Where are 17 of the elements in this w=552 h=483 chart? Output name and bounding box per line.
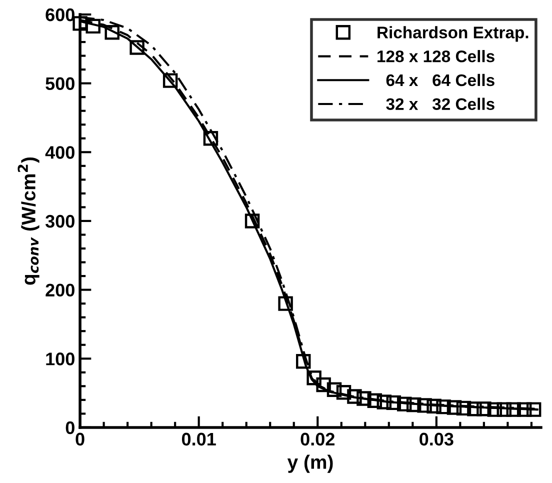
y-tick-label: 0 [66, 421, 74, 434]
legend-label: 128 x 128 Cells [378, 50, 494, 62]
legend-label: 64 x 64 Cells [386, 74, 494, 86]
x-tick-label: 0 [76, 432, 84, 446]
y-tick-label: 600 [46, 8, 74, 22]
legend-label: 32 x 32 Cells [386, 98, 494, 110]
y-tick-label: 300 [45, 214, 74, 228]
x-tick-label: 0.02 [300, 432, 334, 446]
y-tick-label: 400 [45, 146, 74, 159]
y-tick-label: 500 [46, 77, 74, 90]
y-axis-title: q$_{conv}$ (W/cm$^{2}$) [18, 158, 40, 285]
legend-label: Richardson Extrap. [378, 26, 528, 42]
y-tick-label: 100 [46, 352, 74, 366]
x-tick-label: 0.03 [420, 432, 454, 446]
x-axis-title: y (m) [287, 454, 333, 473]
x-tick-label: 0.01 [182, 432, 216, 446]
y-tick-label: 200 [46, 284, 74, 297]
